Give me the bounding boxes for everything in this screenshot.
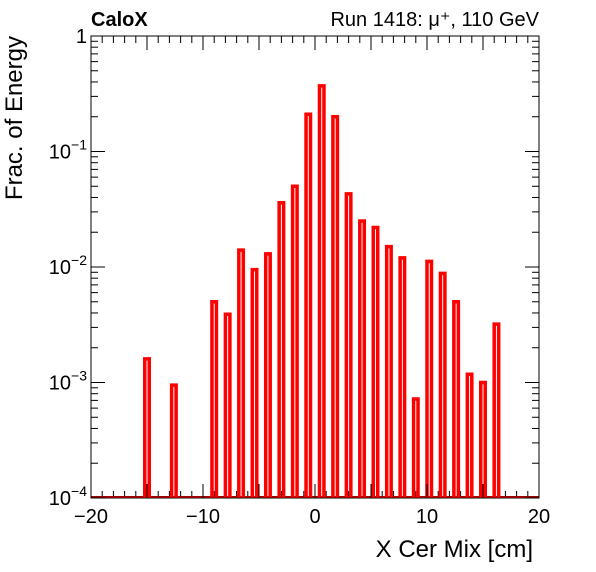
histogram-bar (371, 225, 380, 497)
y-tick-label: 10−3 (49, 368, 87, 395)
experiment-label: CaloX (91, 9, 148, 31)
x-axis-title: X Cer Mix [cm] (376, 536, 533, 563)
histogram-bar (398, 256, 407, 497)
histogram-bar (169, 383, 178, 497)
bars (91, 84, 539, 498)
histogram-bar (479, 380, 487, 497)
y-tick-label: 10−1 (49, 137, 87, 164)
histogram-bar (143, 357, 151, 497)
histogram-bar (277, 200, 286, 497)
histogram-bar (237, 248, 246, 497)
x-tick-label: −20 (74, 506, 108, 528)
histogram-bar (223, 312, 232, 497)
y-tick-label: 1 (76, 26, 87, 48)
histogram-bar (317, 84, 326, 497)
histogram-bar (425, 259, 434, 497)
histogram-bar (411, 397, 420, 497)
histogram-bar (304, 112, 313, 497)
x-tick-label: 10 (416, 506, 438, 528)
histogram-bar (290, 184, 299, 497)
y-tick-label: 10−2 (49, 252, 87, 279)
x-tick-label: 0 (309, 506, 320, 528)
histogram-bar (263, 252, 272, 497)
histogram-bar (452, 300, 461, 497)
histogram-bar (384, 244, 393, 497)
run-info-label: Run 1418: μ⁺, 110 GeV (330, 9, 539, 31)
x-tick-label: −10 (186, 506, 220, 528)
histogram-bar (465, 372, 474, 497)
x-tick-label: 20 (528, 506, 550, 528)
y-tick-label: 10−4 (49, 483, 87, 510)
y-tick-labels: 1 10−1 10−2 10−3 10−4 (49, 26, 87, 510)
histogram-bar (358, 219, 367, 497)
histogram-bar (210, 300, 219, 497)
histogram-bar (250, 267, 259, 497)
histogram-bar (344, 192, 353, 497)
y-axis-title: Frac. of Energy (1, 36, 28, 200)
histogram-bar (438, 271, 447, 497)
minor-ticks (91, 36, 539, 498)
major-ticks (90, 35, 540, 499)
histogram-bar (331, 114, 340, 497)
histogram-bar (492, 322, 501, 497)
x-tick-labels: −20 −10 0 10 20 (74, 506, 550, 528)
